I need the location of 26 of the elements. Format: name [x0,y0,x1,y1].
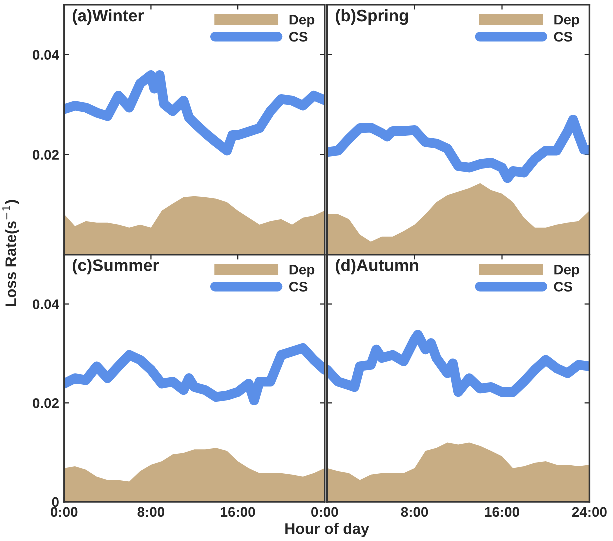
y-tick-label: 0 [52,497,59,508]
legend-label: Dep [554,15,580,28]
legend-label: Dep [290,265,315,278]
x-tick-label: 16:00 [485,507,520,518]
legend-label: CS [290,282,308,292]
y-axis-title: Loss Rate(s$^{−1}$) [2,200,20,307]
y-tick-label: 0.04 [33,50,60,60]
x-tick-label: 24:00 [572,507,607,518]
legend-label: Dep [554,265,580,278]
legend-label: CS [554,282,572,292]
y-tick-label: 0.02 [33,398,59,408]
x-tick-label: 0:00 [51,507,78,518]
chart-title: (c)Summer [73,259,159,275]
x-tick-label: 0:00 [312,507,338,518]
chart-title: (b)Spring [336,9,408,26]
legend-label: Dep [290,15,315,28]
x-tick-label: 8:00 [401,507,428,518]
y-tick-label: 0.02 [33,150,59,160]
chart-title: (d)Autumn [336,259,418,275]
y-tick-label: 0.04 [33,300,60,310]
legend-label: CS [554,32,572,42]
x-axis-title: Hour of day [286,523,370,538]
x-tick-label: 16:00 [221,507,256,518]
x-tick-label: 8:00 [138,507,165,518]
legend-label: CS [290,32,308,42]
chart-title: (a)Winter [73,9,144,25]
